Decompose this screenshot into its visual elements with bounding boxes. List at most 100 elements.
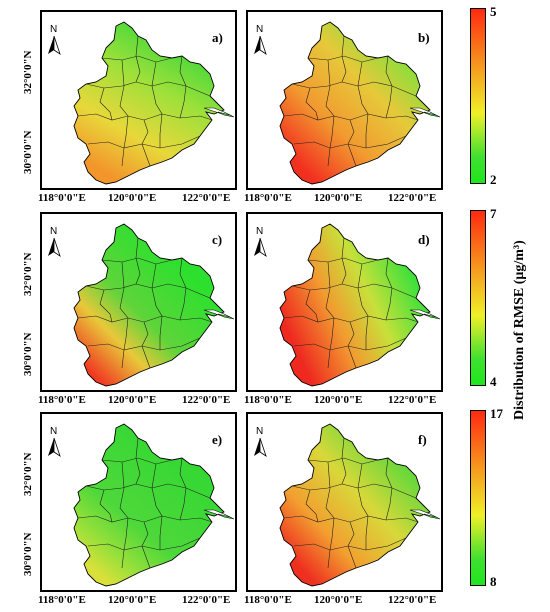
- panel-label: e): [212, 432, 223, 447]
- city-boundary: [101, 55, 173, 63]
- lon-label: 118°0'0"E: [38, 594, 86, 606]
- north-label: N: [256, 226, 263, 237]
- city-boundary: [305, 87, 319, 121]
- city-boundary: [305, 489, 319, 523]
- colorbar-min-label: 8: [490, 574, 497, 589]
- lon-label: 118°0'0"E: [244, 394, 292, 406]
- north-label: N: [50, 24, 57, 35]
- lon-label: 118°0'0"E: [38, 192, 86, 204]
- island: [217, 313, 235, 320]
- city-boundary: [291, 283, 417, 299]
- city-boundary: [99, 87, 113, 121]
- city-boundary: [179, 55, 187, 119]
- city-boundary: [291, 483, 417, 499]
- lat-label: 32°0'0"N: [22, 50, 34, 94]
- north-arrow-icon: N: [254, 426, 267, 457]
- region-shape: [279, 21, 431, 185]
- colorbar-title: Distribution of RMSE (μg/m³): [512, 240, 527, 420]
- rmse-map: N: [48, 423, 235, 587]
- rmse-map: N: [254, 223, 441, 387]
- city-boundary: [151, 263, 163, 350]
- city-boundary: [99, 289, 113, 323]
- city-boundary: [151, 61, 163, 148]
- panel-label: a): [212, 30, 223, 45]
- island: [217, 513, 235, 520]
- rmse-map: N: [48, 223, 235, 387]
- city-boundary: [305, 289, 319, 323]
- lon-label: 120°0'0"E: [314, 594, 363, 606]
- north-arrow-icon: N: [254, 24, 267, 55]
- city-boundary: [357, 61, 369, 148]
- city-boundary: [101, 457, 173, 465]
- lon-label: 120°0'0"E: [108, 192, 157, 204]
- region-shape: [73, 423, 225, 587]
- lon-label: 120°0'0"E: [314, 394, 363, 406]
- city-boundary: [341, 35, 347, 83]
- city-boundary: [119, 261, 129, 369]
- city-boundary: [119, 461, 129, 569]
- rmse-map: N: [48, 21, 235, 185]
- city-boundary: [151, 463, 163, 550]
- city-boundary: [135, 237, 141, 285]
- north-label: N: [256, 426, 263, 437]
- city-boundary: [357, 263, 369, 350]
- city-boundary: [141, 521, 151, 569]
- north-label: N: [50, 226, 57, 237]
- city-boundary: [135, 437, 141, 485]
- colorbar-min-label: 2: [490, 172, 497, 187]
- city-boundary: [119, 59, 129, 167]
- lat-label: 30°0'0"N: [22, 532, 34, 576]
- island: [217, 111, 235, 118]
- lon-label: 120°0'0"E: [108, 394, 157, 406]
- island: [423, 111, 441, 118]
- city-boundary: [135, 35, 141, 83]
- lon-label: 122°0'0"E: [388, 594, 437, 606]
- city-boundary: [307, 257, 379, 265]
- city-boundary: [347, 521, 357, 569]
- colorbar-max-label: 7: [490, 206, 497, 221]
- city-boundary: [385, 257, 393, 321]
- panel-label: f): [418, 432, 427, 447]
- lon-label: 120°0'0"E: [108, 594, 157, 606]
- city-boundary: [99, 489, 113, 523]
- north-arrow-icon: N: [48, 226, 61, 257]
- lat-label: 30°0'0"N: [22, 332, 34, 376]
- lon-label: 122°0'0"E: [182, 192, 231, 204]
- city-boundary: [325, 261, 335, 369]
- lon-label: 122°0'0"E: [388, 394, 437, 406]
- island: [423, 313, 441, 320]
- city-boundary: [101, 257, 173, 265]
- city-boundary: [179, 457, 187, 521]
- rmse-map: N: [254, 423, 441, 587]
- colorbar-max-label: 5: [490, 4, 497, 19]
- north-label: N: [50, 426, 57, 437]
- city-boundary: [291, 81, 417, 97]
- north-label: N: [256, 24, 263, 35]
- city-boundary: [325, 59, 335, 167]
- lon-label: 122°0'0"E: [182, 594, 231, 606]
- city-boundary: [341, 437, 347, 485]
- city-boundary: [85, 81, 211, 97]
- city-boundary: [325, 461, 335, 569]
- lon-label: 118°0'0"E: [38, 394, 86, 406]
- north-arrow-icon: N: [48, 24, 61, 55]
- panel-label: d): [418, 232, 430, 247]
- colorbar: [470, 210, 486, 386]
- city-boundary: [385, 55, 393, 119]
- panel-label: b): [418, 30, 430, 45]
- lon-label: 120°0'0"E: [314, 192, 363, 204]
- city-boundary: [85, 483, 211, 499]
- city-boundary: [347, 321, 357, 369]
- city-boundary: [347, 119, 357, 167]
- lat-label: 30°0'0"N: [22, 130, 34, 174]
- city-boundary: [141, 119, 151, 167]
- lat-label: 32°0'0"N: [22, 252, 34, 296]
- lat-label: 32°0'0"N: [22, 452, 34, 496]
- region-shape: [73, 223, 225, 387]
- lon-label: 118°0'0"E: [244, 594, 292, 606]
